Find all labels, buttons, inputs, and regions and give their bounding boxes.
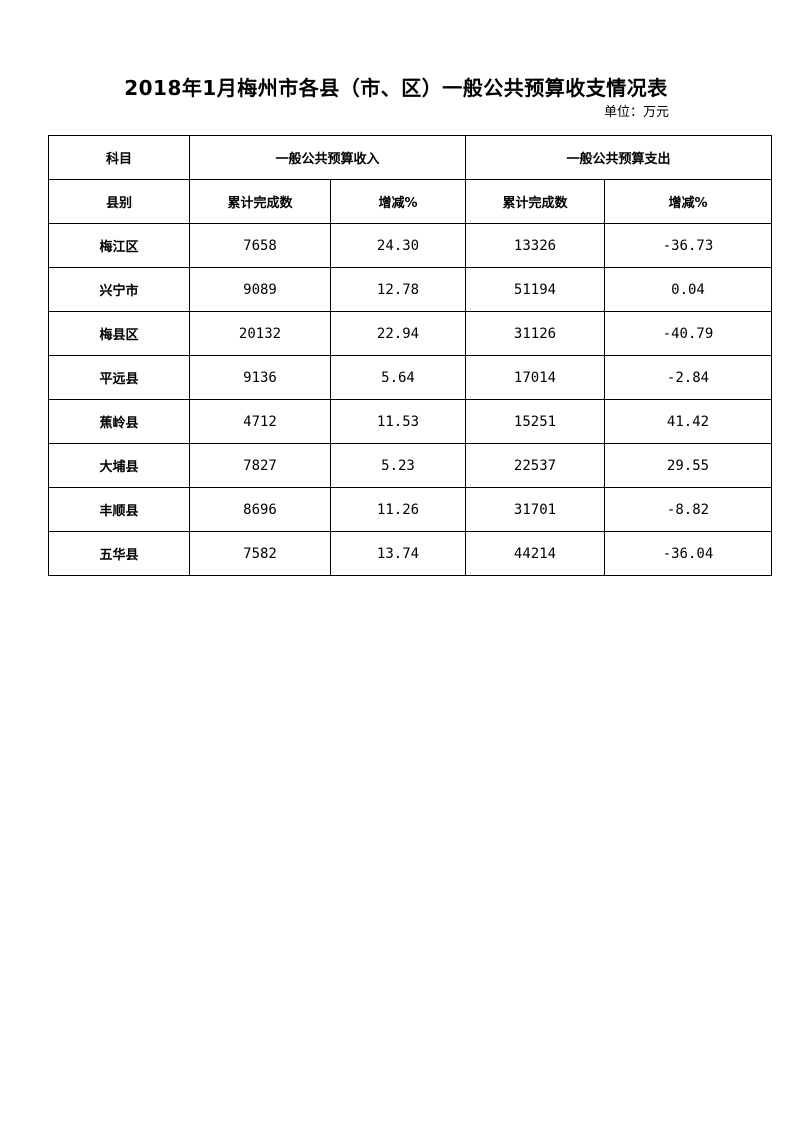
cell-expense-change: -2.84 (604, 355, 772, 400)
cell-income-change: 11.26 (330, 487, 466, 532)
cell-expense-total: 22537 (465, 443, 605, 488)
header-income-change: 增减% (330, 179, 466, 224)
table-row: 梅江区 7658 24.30 13326 -36.73 (48, 223, 772, 268)
table-row: 兴宁市 9089 12.78 51194 0.04 (48, 267, 772, 312)
cell-county: 平远县 (48, 355, 190, 400)
header-county: 县别 (48, 179, 190, 224)
header-row-1: 科目 一般公共预算收入 一般公共预算支出 (48, 135, 772, 180)
cell-expense-total: 13326 (465, 223, 605, 268)
unit-label: 单位：万元 (604, 105, 670, 120)
table-row: 平远县 9136 5.64 17014 -2.84 (48, 355, 772, 400)
cell-county: 丰顺县 (48, 487, 190, 532)
cell-expense-change: -40.79 (604, 311, 772, 356)
cell-expense-total: 31701 (465, 487, 605, 532)
cell-expense-total: 17014 (465, 355, 605, 400)
cell-income-total: 9136 (189, 355, 331, 400)
cell-county: 蕉岭县 (48, 399, 190, 444)
cell-income-change: 5.23 (330, 443, 466, 488)
table-row: 丰顺县 8696 11.26 31701 -8.82 (48, 487, 772, 532)
cell-expense-total: 15251 (465, 399, 605, 444)
cell-income-change: 11.53 (330, 399, 466, 444)
cell-income-change: 12.78 (330, 267, 466, 312)
cell-income-change: 22.94 (330, 311, 466, 356)
cell-income-total: 20132 (189, 311, 331, 356)
cell-income-total: 9089 (189, 267, 331, 312)
cell-expense-total: 31126 (465, 311, 605, 356)
cell-expense-change: -8.82 (604, 487, 772, 532)
table-row: 蕉岭县 4712 11.53 15251 41.42 (48, 399, 772, 444)
table-row: 五华县 7582 13.74 44214 -36.04 (48, 531, 772, 576)
cell-income-total: 8696 (189, 487, 331, 532)
cell-income-change: 5.64 (330, 355, 466, 400)
cell-income-change: 13.74 (330, 531, 466, 576)
budget-table: 科目 一般公共预算收入 一般公共预算支出 县别 累计完成数 增减% 累计完成数 … (48, 135, 772, 576)
cell-county: 梅江区 (48, 223, 190, 268)
cell-expense-change: 0.04 (604, 267, 772, 312)
header-income-total: 累计完成数 (189, 179, 331, 224)
cell-expense-change: -36.73 (604, 223, 772, 268)
cell-county: 梅县区 (48, 311, 190, 356)
header-row-2: 县别 累计完成数 增减% 累计完成数 增减% (48, 179, 772, 224)
cell-expense-total: 44214 (465, 531, 605, 576)
header-expense-total: 累计完成数 (465, 179, 605, 224)
document-title: 2018年1月梅州市各县（市、区）一般公共预算收支情况表 (124, 76, 668, 100)
cell-county: 大埔县 (48, 443, 190, 488)
cell-income-total: 7658 (189, 223, 331, 268)
cell-income-total: 4712 (189, 399, 331, 444)
header-income: 一般公共预算收入 (189, 135, 466, 180)
cell-income-total: 7582 (189, 531, 331, 576)
header-expense-change: 增减% (604, 179, 772, 224)
cell-expense-total: 51194 (465, 267, 605, 312)
table-row: 大埔县 7827 5.23 22537 29.55 (48, 443, 772, 488)
cell-expense-change: -36.04 (604, 531, 772, 576)
table-row: 梅县区 20132 22.94 31126 -40.79 (48, 311, 772, 356)
cell-expense-change: 41.42 (604, 399, 772, 444)
cell-county: 兴宁市 (48, 267, 190, 312)
header-subject: 科目 (48, 135, 190, 180)
cell-income-change: 24.30 (330, 223, 466, 268)
cell-income-total: 7827 (189, 443, 331, 488)
cell-expense-change: 29.55 (604, 443, 772, 488)
cell-county: 五华县 (48, 531, 190, 576)
header-expense: 一般公共预算支出 (465, 135, 772, 180)
